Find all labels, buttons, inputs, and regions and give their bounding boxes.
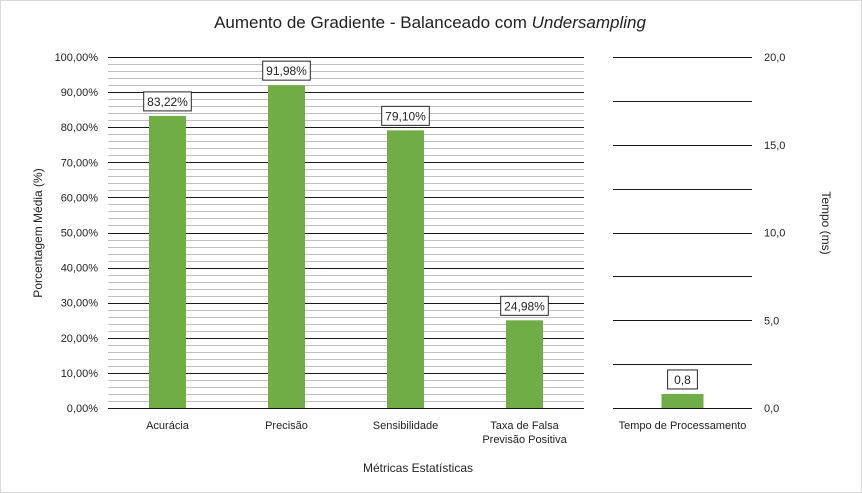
- left-y-tick-label: 90,00%: [61, 87, 99, 99]
- data-label-box: [500, 295, 549, 316]
- data-label: 91,98%: [266, 64, 307, 78]
- left-y-tick-label: 0,00%: [67, 403, 98, 415]
- left-category-labels: Acurácia Precisão Sensibilidade Taxa de Fal…: [146, 420, 567, 446]
- left-bars: 83,22% 91,98% 79,10% 24,98%: [143, 60, 549, 408]
- data-label: 0,8: [674, 373, 691, 387]
- left-y-tick-label: 30,00%: [61, 298, 99, 310]
- x-axis-title: Métricas Estatísticas: [363, 461, 473, 475]
- data-label: 83,22%: [147, 95, 188, 109]
- data-label: 79,10%: [385, 109, 426, 123]
- right-y-tick-labels: 0,0 5,0 10,0 15,0 20,0: [764, 52, 785, 415]
- x-category-label: Acurácia: [146, 420, 190, 432]
- data-label-box: [262, 60, 311, 81]
- x-category-label: Previsão Positiva: [482, 434, 567, 446]
- right-y-tick-label: 20,0: [764, 52, 785, 64]
- x-category-label: Sensibilidade: [373, 420, 438, 432]
- left-y-tick-label: 100,00%: [55, 52, 99, 64]
- right-y-tick-label: 5,0: [764, 315, 779, 327]
- x-category-label: Taxa de Falsa: [490, 420, 559, 432]
- right-category-labels: Tempo de Processamento: [619, 420, 747, 432]
- x-category-label: Tempo de Processamento: [619, 420, 747, 432]
- chart-title-emphasis: Undersampling: [532, 13, 647, 32]
- left-y-axis-title: Porcentagem Média (%): [31, 168, 45, 297]
- left-y-tick-label: 10,00%: [61, 368, 99, 380]
- data-label-box: [667, 369, 698, 390]
- right-gridlines: [613, 57, 752, 409]
- left-y-tick-label: 60,00%: [61, 192, 99, 204]
- right-y-tick-label: 0,0: [764, 403, 779, 415]
- data-label-box: [143, 91, 192, 112]
- left-y-tick-labels: 0,00% 10,00% 20,00% 30,00% 40,00% 50,00% 60,00…: [55, 52, 99, 415]
- left-y-tick-label: 40,00%: [61, 263, 99, 275]
- x-category-label: Precisão: [265, 420, 308, 432]
- bar: [506, 320, 543, 408]
- bar: [268, 85, 305, 408]
- right-y-tick-label: 10,0: [764, 228, 785, 240]
- data-label: 24,98%: [504, 299, 545, 313]
- chart-title: Aumento de Gradiente - Balanceado com Un…: [214, 13, 646, 32]
- data-label-box: [381, 105, 430, 126]
- bar: [661, 393, 704, 408]
- bar: [387, 130, 424, 408]
- left-y-tick-label: 50,00%: [61, 228, 99, 240]
- left-y-tick-label: 20,00%: [61, 333, 99, 345]
- left-gridlines: [108, 57, 584, 409]
- right-bars: 0,8: [661, 369, 704, 408]
- left-y-tick-label: 70,00%: [61, 157, 99, 169]
- right-y-tick-label: 15,0: [764, 140, 785, 152]
- left-y-tick-label: 80,00%: [61, 122, 99, 134]
- bar: [149, 115, 186, 408]
- right-y-axis-title: Tempo (ms): [819, 191, 833, 254]
